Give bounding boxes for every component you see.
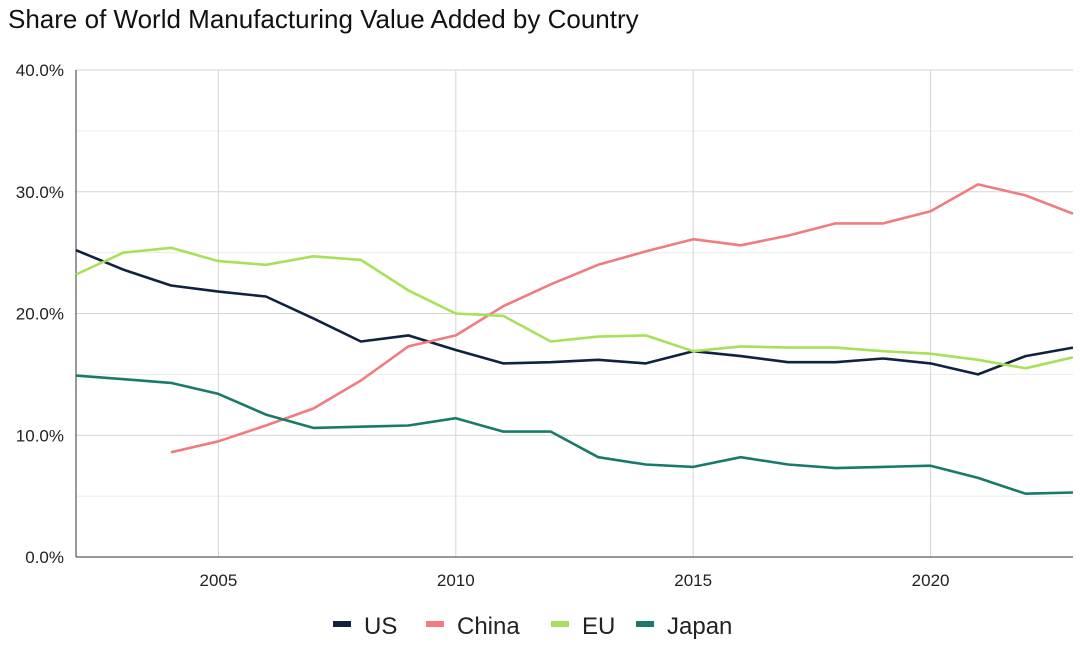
y-tick-label: 30.0% xyxy=(16,183,64,202)
x-tick-label: 2020 xyxy=(912,571,950,590)
legend-label-japan: Japan xyxy=(667,613,732,640)
y-tick-label: 0.0% xyxy=(25,548,64,567)
series-line-eu xyxy=(75,246,1074,370)
series-line-china xyxy=(170,183,1074,454)
legend-label-us: US xyxy=(364,613,397,640)
legend-swatch-us xyxy=(333,621,351,627)
legend-label-china: China xyxy=(457,613,520,640)
series-line-us xyxy=(75,248,1074,376)
x-tick-label: 2005 xyxy=(200,571,238,590)
x-tick-label: 2015 xyxy=(674,571,712,590)
y-tick-label: 20.0% xyxy=(16,305,64,324)
legend-label-eu: EU xyxy=(582,613,615,640)
x-tick-label: 2010 xyxy=(437,571,475,590)
y-tick-label: 40.0% xyxy=(16,61,64,80)
y-tick-label: 10.0% xyxy=(16,426,64,445)
legend-swatch-japan xyxy=(636,621,654,627)
chart-title: Share of World Manufacturing Value Added… xyxy=(8,4,639,34)
legend-swatch-china xyxy=(426,621,444,627)
series-line-japan xyxy=(75,374,1074,496)
legend-swatch-eu xyxy=(551,621,569,627)
